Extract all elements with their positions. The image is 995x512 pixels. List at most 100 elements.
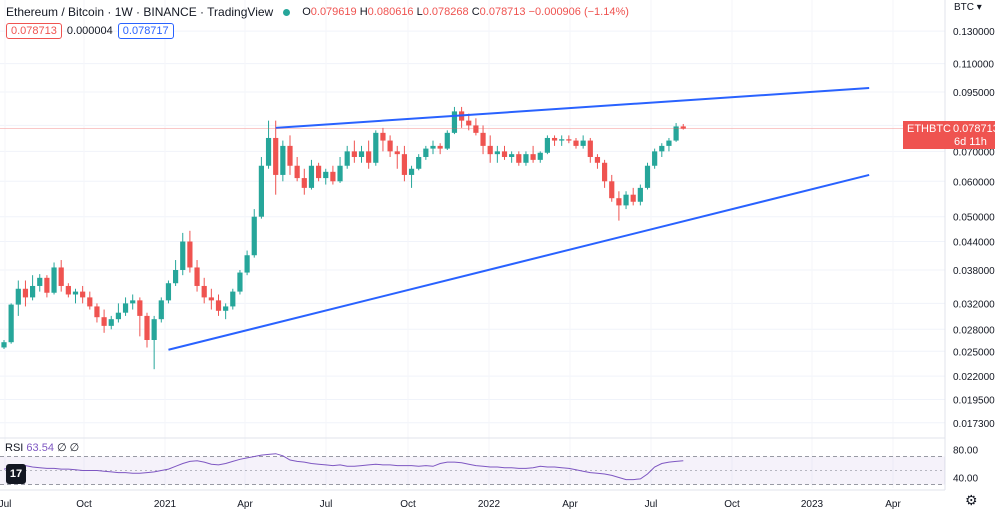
candle-body bbox=[8, 304, 14, 343]
candle-body bbox=[294, 165, 300, 179]
price-tick-label: 0.044000 bbox=[953, 238, 995, 249]
chart-legend: Ethereum / Bitcoin · 1W · BINANCE · Trad… bbox=[6, 5, 629, 19]
bid-button[interactable]: 0.078713 bbox=[6, 23, 62, 39]
market-status-icon bbox=[283, 8, 291, 16]
candle-body bbox=[494, 151, 500, 155]
candle-body bbox=[580, 140, 586, 146]
time-tick-label: Jul bbox=[320, 499, 333, 510]
candle-body bbox=[51, 267, 57, 293]
candle-body bbox=[652, 151, 658, 166]
candle-body bbox=[101, 317, 107, 326]
ask-button[interactable]: 0.078717 bbox=[117, 23, 174, 39]
symbol-title[interactable]: Ethereum / Bitcoin · 1W · BINANCE · Trad… bbox=[6, 5, 274, 19]
time-axis[interactable]: Jul Oct 2021 Apr Jul Oct 2022 Apr Jul Oct 2023 Apr bbox=[0, 489, 945, 510]
candle-body bbox=[630, 194, 636, 202]
price-axis[interactable]: 0.1300000.1100000.0950000.0800000.070000… bbox=[944, 0, 995, 490]
candle-body bbox=[215, 300, 222, 311]
candle-body bbox=[451, 111, 458, 133]
candle-body bbox=[437, 145, 443, 149]
last-price-badge: ETHBTC 0.078713 6d 11h bbox=[903, 121, 995, 149]
candle-body bbox=[380, 132, 386, 141]
candle-body bbox=[287, 145, 293, 166]
candle-body bbox=[337, 165, 343, 182]
candle-body bbox=[180, 241, 186, 270]
candle-body bbox=[137, 300, 143, 316]
candle-body bbox=[423, 148, 429, 157]
time-tick-label: Apr bbox=[562, 499, 578, 510]
candle-body bbox=[516, 154, 522, 163]
candle-body bbox=[408, 168, 415, 175]
rsi-tick-40: 40.00 bbox=[953, 474, 978, 485]
bid-ask-row: 0.078713 0.000004 0.078717 bbox=[6, 23, 174, 39]
rsi-value: 63.54 bbox=[26, 442, 54, 454]
trendline-lower[interactable] bbox=[168, 173, 870, 351]
trendline-upper[interactable] bbox=[275, 87, 870, 129]
candle-body bbox=[115, 312, 121, 320]
candle-body bbox=[416, 156, 422, 169]
candle-body bbox=[466, 120, 472, 126]
time-tick-label: Apr bbox=[885, 499, 901, 510]
price-tick-label: 0.130000 bbox=[953, 27, 995, 38]
candle-body bbox=[251, 216, 257, 256]
time-tick-label: Oct bbox=[400, 499, 416, 510]
price-tick-label: 0.070000 bbox=[953, 147, 995, 158]
candle-body bbox=[244, 255, 250, 273]
candle-body bbox=[523, 154, 529, 163]
candle-body bbox=[394, 151, 400, 155]
candle-body bbox=[666, 140, 672, 146]
candle-body bbox=[173, 269, 179, 284]
rsi-line bbox=[3, 453, 684, 481]
candle-body bbox=[316, 165, 322, 179]
candle-body bbox=[351, 151, 357, 157]
time-tick-label: Apr bbox=[237, 499, 253, 510]
price-tick-label: 0.017300 bbox=[953, 419, 995, 430]
candle-body bbox=[373, 132, 379, 163]
trendlines[interactable] bbox=[168, 87, 870, 351]
candle-body bbox=[487, 145, 493, 155]
rsi-legend[interactable]: RSI 63.54 ∅ ∅ bbox=[5, 442, 80, 454]
badge-price: 0.078713 bbox=[953, 123, 995, 135]
price-tick-label: 0.050000 bbox=[953, 213, 995, 224]
chart-grid bbox=[0, 30, 945, 424]
candle-body bbox=[273, 137, 279, 175]
candle-body bbox=[265, 137, 272, 166]
candle-body bbox=[301, 178, 307, 188]
candle-body bbox=[80, 291, 86, 298]
candle-body bbox=[587, 140, 593, 157]
candle-body bbox=[644, 165, 651, 188]
candles bbox=[1, 106, 686, 370]
time-tick-label: Oct bbox=[724, 499, 740, 510]
candle-body bbox=[366, 151, 372, 163]
candle-body bbox=[280, 145, 286, 175]
candle-body bbox=[616, 198, 622, 206]
candle-body bbox=[609, 181, 615, 199]
candle-body bbox=[87, 297, 93, 307]
candle-body bbox=[158, 300, 164, 320]
candle-body bbox=[551, 137, 558, 141]
candle-body bbox=[201, 285, 207, 298]
currency-label[interactable]: BTC ▾ bbox=[954, 2, 982, 13]
tradingview-logo-icon[interactable]: 17 bbox=[6, 464, 26, 484]
candle-body bbox=[72, 291, 79, 295]
candle-body bbox=[308, 165, 315, 188]
candle-body bbox=[151, 319, 157, 340]
candle-body bbox=[544, 137, 550, 153]
candle-body bbox=[680, 126, 686, 129]
candle-body bbox=[573, 140, 579, 146]
price-tick-label: 0.019500 bbox=[953, 396, 995, 407]
candle-body bbox=[330, 171, 336, 182]
candle-body bbox=[94, 306, 100, 318]
candle-body bbox=[223, 306, 229, 311]
settings-gear-icon[interactable]: ⚙ bbox=[965, 492, 978, 508]
rsi-pane[interactable]: 80.00 40.00 bbox=[0, 437, 978, 485]
candle-body bbox=[602, 162, 608, 182]
candle-body bbox=[358, 151, 365, 157]
candle-body bbox=[566, 139, 572, 141]
candle-body bbox=[501, 151, 508, 157]
candle-body bbox=[323, 171, 329, 179]
candle-body bbox=[387, 140, 393, 152]
price-tick-label: 0.022000 bbox=[953, 372, 995, 383]
candle-body bbox=[230, 291, 236, 307]
price-tick-label: 0.032000 bbox=[953, 299, 995, 310]
